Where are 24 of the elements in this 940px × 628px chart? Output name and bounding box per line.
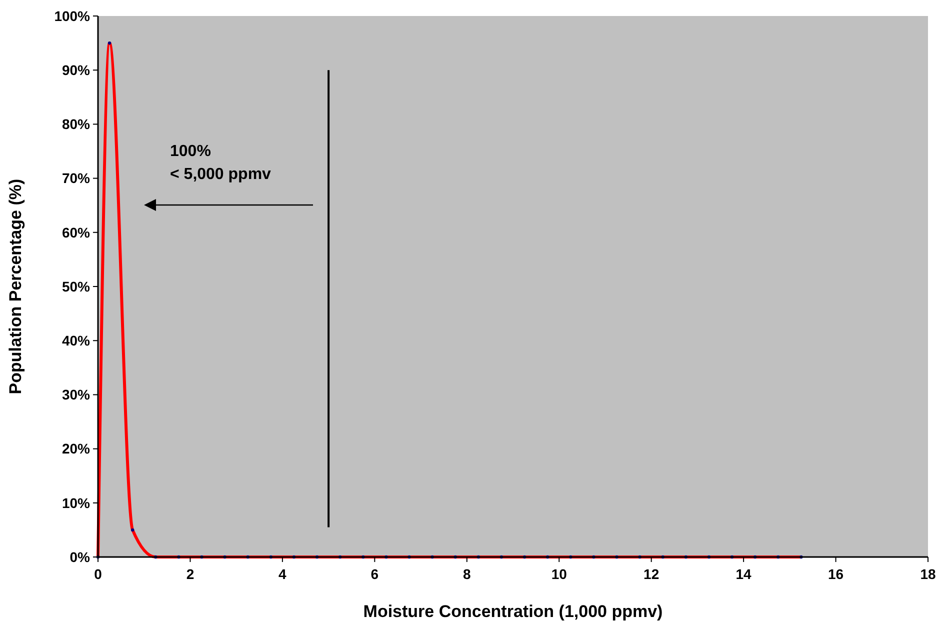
x-tick-label: 14 — [736, 566, 752, 582]
x-axis-title: Moisture Concentration (1,000 ppmv) — [363, 602, 663, 621]
x-tick-label: 6 — [370, 566, 379, 582]
y-tick-label: 20% — [62, 440, 91, 457]
x-tick-label: 4 — [278, 566, 287, 582]
y-tick-label: 60% — [62, 224, 91, 240]
y-tick-label: 100% — [54, 8, 91, 24]
x-tick-label: 16 — [828, 566, 844, 582]
x-tick-label: 0 — [94, 566, 102, 582]
annotation: 100% < 5,000 ppmv — [170, 143, 272, 183]
y-tick-label: 40% — [62, 332, 91, 348]
y-axis-title: Population Percentage (%) — [6, 178, 25, 394]
y-tick-label: 90% — [62, 62, 91, 78]
y-tick-label: 70% — [62, 170, 91, 186]
x-tick-label: 10 — [551, 566, 568, 582]
y-tick-label: 0% — [70, 548, 91, 565]
x-tick-label: 12 — [644, 566, 660, 582]
y-tick-label: 80% — [62, 116, 91, 132]
x-tick-label: 2 — [186, 566, 194, 582]
x-tick-label: 18 — [920, 566, 936, 582]
x-tick-label: 8 — [462, 566, 471, 582]
y-tick-label: 30% — [62, 386, 91, 403]
y-tick-label: 10% — [62, 494, 91, 511]
y-tick-label: 50% — [62, 278, 91, 294]
